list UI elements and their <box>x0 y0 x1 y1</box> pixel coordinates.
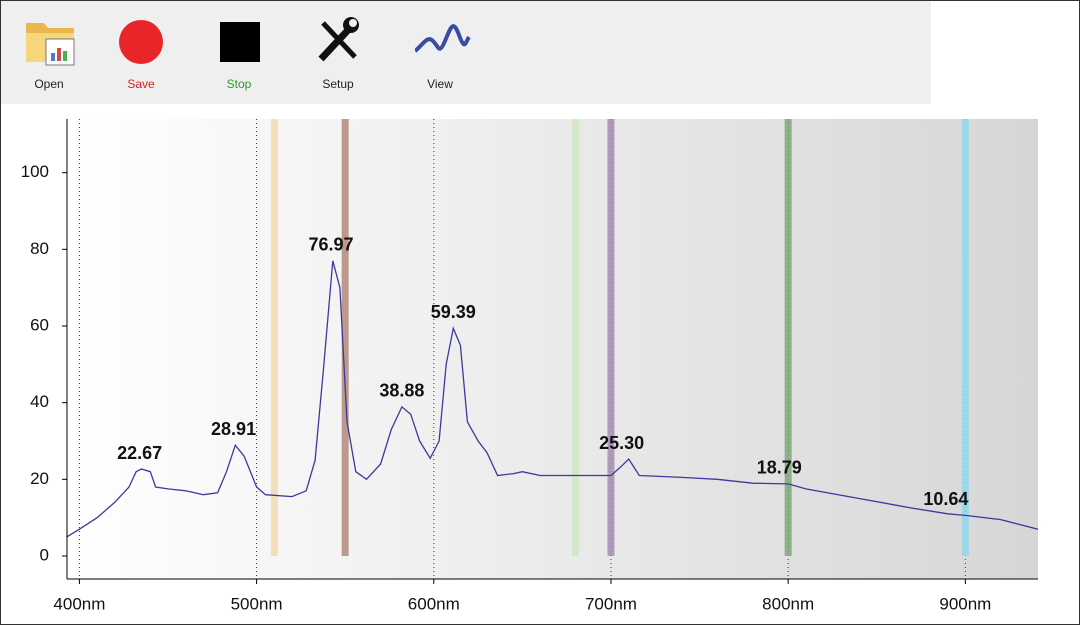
peak-label: 38.88 <box>379 381 424 401</box>
peak-label: 25.30 <box>599 433 644 453</box>
wavelength-marker <box>270 119 278 556</box>
button-label: Setup <box>322 77 354 91</box>
peak-label: 10.64 <box>923 489 968 509</box>
button-label: Save <box>127 77 155 91</box>
peak-label: 28.91 <box>211 419 256 439</box>
stop-icon <box>220 22 260 62</box>
toolbar: Open Save Stop Setup View <box>1 1 931 104</box>
y-tick-label: 20 <box>30 469 49 488</box>
setup-button[interactable]: Setup <box>293 1 383 104</box>
y-tick-label: 40 <box>30 392 49 411</box>
peak-label: 22.67 <box>117 443 162 463</box>
stop-button[interactable]: Stop <box>194 1 284 104</box>
wavelength-marker <box>341 119 349 556</box>
button-label: Open <box>34 77 64 91</box>
peak-label: 76.97 <box>308 235 353 255</box>
y-tick-label: 0 <box>40 545 49 564</box>
folder-icon <box>26 23 75 66</box>
wavelength-marker <box>607 119 615 556</box>
open-button[interactable]: Open <box>4 1 94 104</box>
y-tick-label: 60 <box>30 315 49 334</box>
wave-icon <box>415 24 471 53</box>
wavelength-marker <box>961 119 969 556</box>
x-tick-label: 400nm <box>53 594 105 613</box>
x-tick-label: 800nm <box>762 594 814 613</box>
x-tick-label: 900nm <box>939 594 991 613</box>
x-tick-label: 600nm <box>408 594 460 613</box>
record-icon <box>119 20 163 64</box>
spectrum-line <box>66 260 1039 538</box>
save-button[interactable]: Save <box>96 1 186 104</box>
wavelength-marker <box>572 119 580 556</box>
wavelength-marker <box>784 119 792 556</box>
peak-label: 18.79 <box>757 458 802 478</box>
y-tick-label: 80 <box>30 239 49 258</box>
tools-icon <box>318 17 359 62</box>
view-button[interactable]: View <box>395 1 485 104</box>
button-label: Stop <box>226 77 252 91</box>
peak-label: 59.39 <box>431 302 476 322</box>
button-label: View <box>427 77 453 91</box>
x-tick-label: 700nm <box>585 594 637 613</box>
plot-area <box>67 119 1038 579</box>
y-tick-label: 100 <box>21 162 49 181</box>
x-tick-label: 500nm <box>231 594 283 613</box>
